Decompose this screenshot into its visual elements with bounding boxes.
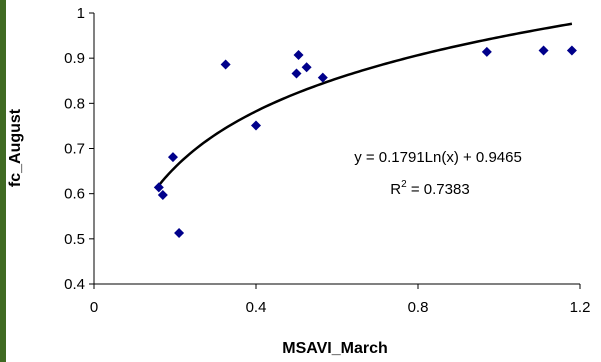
- x-axis-title: MSAVI_March: [282, 340, 388, 357]
- x-tick-label: 1.2: [570, 299, 591, 316]
- x-ticks: 0 0.4 0.8 1.2: [90, 284, 591, 316]
- x-tick-label: 0.4: [246, 299, 267, 316]
- y-tick-label: 0.6: [64, 186, 85, 203]
- y-tick-label: 0.8: [64, 95, 85, 112]
- y-tick-label: 0.4: [64, 276, 85, 293]
- trendline-equation: y = 0.1791Ln(x) + 0.9465: [354, 149, 522, 166]
- x-tick-label: 0: [90, 299, 98, 316]
- y-ticks: 0.4 0.5 0.6 0.7 0.8 0.9 1: [64, 5, 94, 293]
- r-squared-prefix: R: [390, 181, 401, 198]
- y-tick-label: 0.5: [64, 231, 85, 248]
- y-axis-title: fc_August: [7, 108, 24, 187]
- y-tick-label: 1: [77, 5, 85, 22]
- y-tick-label: 0.7: [64, 141, 85, 158]
- r-squared-value: = 0.7383: [407, 181, 470, 198]
- y-tick-label: 0.9: [64, 50, 85, 67]
- x-tick-label: 0.8: [408, 299, 429, 316]
